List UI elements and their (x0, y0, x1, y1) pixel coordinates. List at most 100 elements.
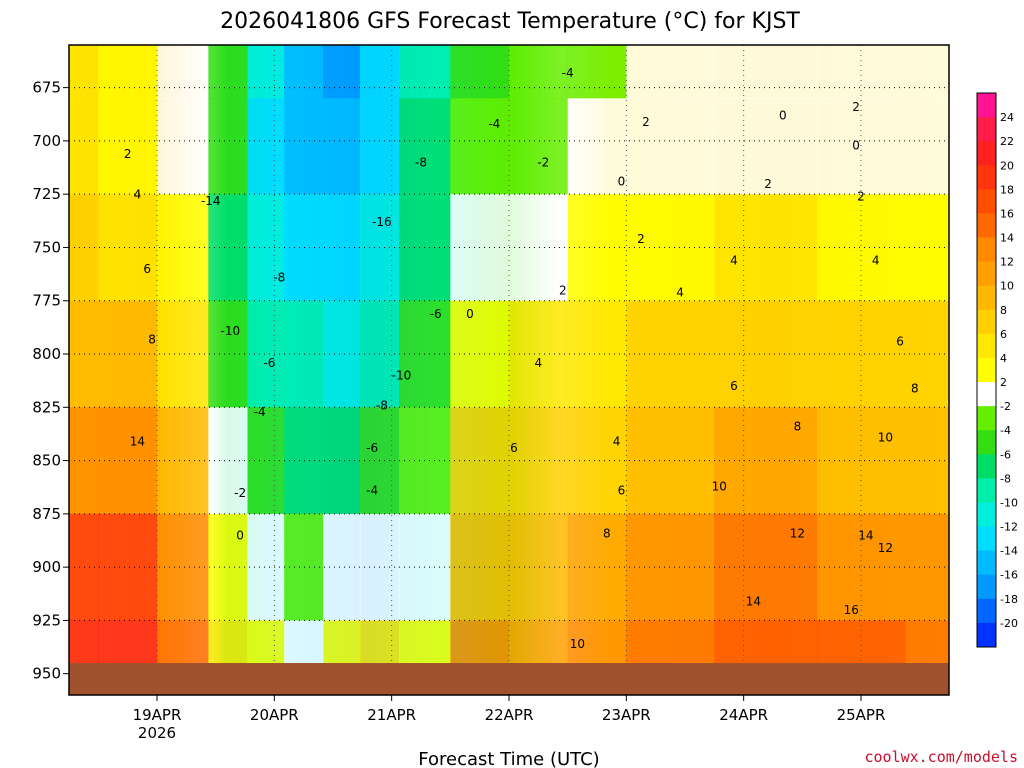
temperature-cell (284, 513, 324, 621)
temperature-cell (247, 407, 285, 515)
color-legend-label: 8 (1000, 304, 1007, 317)
contour-label: 0 (236, 528, 244, 542)
contour-label: 8 (148, 332, 156, 346)
color-legend-label: 24 (1000, 111, 1014, 124)
color-legend-label: -10 (1000, 496, 1018, 509)
temperature-cell (567, 98, 627, 195)
temperature-cell (714, 513, 818, 621)
temperature-cell (323, 98, 361, 195)
plot-area: 2 4 6 8 14 -14 -16 -8 -10 -6 -4 -2 0 -8 -10 -6 -4 -8 -6 0 -4… (69, 45, 949, 695)
color-swatch (977, 285, 996, 311)
color-swatch (977, 309, 996, 335)
color-swatch (977, 502, 996, 528)
contour-label: 0 (618, 175, 626, 189)
color-legend-frame (976, 92, 997, 648)
contour-label: 4 (872, 254, 880, 268)
temperature-cell (817, 194, 906, 302)
temperature-cell (509, 300, 569, 408)
y-tick-label: 900 (32, 558, 61, 576)
temperature-cell (626, 300, 715, 408)
y-tick-label: 725 (32, 185, 61, 203)
temperature-cell (247, 98, 285, 195)
contour-label: 8 (794, 420, 802, 434)
contour-label: -8 (376, 398, 388, 412)
contour-label: -16 (372, 215, 392, 229)
chart-title: 2026041806 GFS Forecast Temperature (°C)… (220, 9, 800, 34)
credit-link[interactable]: coolwx.com/models (864, 748, 1018, 766)
color-legend-label: -4 (1000, 424, 1011, 437)
contour-label: 6 (896, 334, 904, 348)
color-swatch (977, 213, 996, 239)
y-tick-label: 775 (32, 292, 61, 310)
color-legend-label: -2 (1000, 400, 1011, 413)
y-tick-label: 875 (32, 505, 61, 523)
color-legend-label: -16 (1000, 569, 1018, 582)
contour-label: -4 (254, 405, 266, 419)
color-legend-label: 18 (1000, 183, 1014, 196)
color-legend-label: 20 (1000, 159, 1014, 172)
y-tick-label: 950 (32, 665, 61, 683)
contour-label: -4 (488, 117, 500, 131)
color-swatch (977, 406, 996, 431)
temperature-cell (905, 513, 949, 621)
color-swatch (977, 141, 996, 166)
contour-label: 12 (790, 526, 805, 540)
temperature-cell (817, 98, 906, 195)
color-legend-label: 6 (1000, 328, 1007, 341)
temperature-cell (98, 300, 158, 408)
temperature-cell (714, 194, 818, 302)
x-tick-label: 21APR (367, 706, 416, 724)
color-legend-label: -18 (1000, 593, 1018, 606)
contour-label: 6 (618, 484, 626, 498)
temperature-cell (399, 98, 451, 195)
contour-label: 2 (764, 177, 772, 191)
temperature-cell (905, 45, 949, 99)
temperature-cell (69, 407, 99, 515)
temperature-cell (157, 513, 209, 621)
temperature-cell (284, 407, 324, 515)
temperature-cell (69, 98, 99, 195)
temperature-cell (284, 98, 324, 195)
x-tick-label: 20APR (250, 706, 299, 724)
color-swatch (977, 117, 996, 142)
contour-label: -2 (537, 155, 549, 169)
x-tick-label: 24APR (719, 706, 768, 724)
contour-label: 2 (852, 100, 860, 114)
temperature-cell (359, 45, 400, 99)
contour-label: 14 (858, 528, 873, 542)
temperature-cell (69, 513, 99, 621)
temperature-cell (247, 45, 285, 99)
color-legend: 24 22 20 18 16 14 12 10 8 6 4 2 -2 -4 -6 -8 -10 -12 -14 -16… (976, 92, 1018, 648)
temperature-cell (69, 300, 99, 408)
y-tick-label: 675 (32, 79, 61, 97)
contour-label: 2 (559, 283, 567, 297)
temperature-cell (157, 45, 209, 99)
temperature-cell (905, 300, 949, 408)
temperature-cell (208, 45, 248, 99)
temperature-cell (714, 45, 818, 99)
contour-label: -6 (263, 356, 275, 370)
x-tick-label: 25APR (837, 706, 886, 724)
color-legend-label: 4 (1000, 352, 1007, 365)
color-swatch (977, 357, 996, 383)
temperature-cell (247, 300, 285, 408)
x-axis-title: Forecast Time (UTC) (418, 749, 599, 768)
color-legend-label: -20 (1000, 617, 1018, 630)
contour-label: 10 (878, 430, 893, 444)
contour-label: 2 (124, 147, 132, 161)
terrain-ground (69, 663, 949, 695)
color-swatch (977, 550, 996, 576)
color-legend-label: 22 (1000, 135, 1014, 148)
temperature-cell (98, 407, 158, 515)
contour-label: -8 (415, 155, 427, 169)
temperature-cell (626, 407, 715, 515)
temperature-cell (509, 45, 569, 99)
color-legend-label: 14 (1000, 232, 1014, 245)
color-swatch (977, 93, 996, 118)
temperature-cell (157, 194, 209, 302)
temperature-cell (323, 45, 361, 99)
color-swatch (977, 165, 996, 190)
temperature-cell (69, 45, 99, 99)
contour-label: 4 (134, 187, 142, 201)
temperature-cell (98, 45, 158, 99)
